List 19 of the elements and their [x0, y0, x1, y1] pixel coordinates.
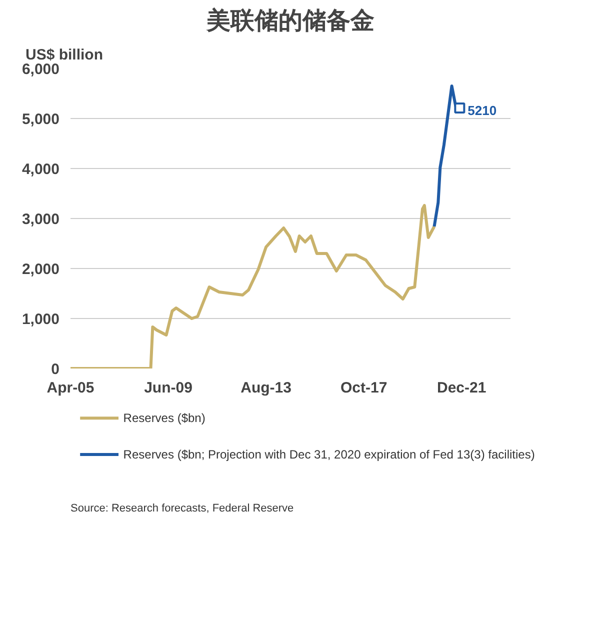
- y-tick-label: 6,000: [22, 61, 60, 78]
- annotation: 5210: [468, 103, 497, 118]
- x-tick-label: Oct-17: [340, 380, 388, 396]
- y-tick-label: 3,000: [22, 211, 60, 228]
- x-tick-label: Aug-13: [240, 380, 292, 396]
- x-tick-label: Dec-21: [437, 380, 486, 396]
- y-tick-label: 5,000: [22, 111, 60, 128]
- y-tick-label: 2,000: [22, 261, 60, 278]
- legend-label: Reserves ($bn): [123, 411, 206, 426]
- y-axis-title: US$ billion: [26, 46, 104, 64]
- y-tick-label: 0: [51, 361, 60, 378]
- source-note: Source: Research forecasts, Federal Reserve: [70, 502, 294, 514]
- line-series: [70, 204, 436, 368]
- x-tick-label: Apr-05: [46, 380, 94, 396]
- y-tick-label: 4,000: [22, 161, 60, 178]
- y-tick-label: 1,000: [22, 311, 60, 328]
- legend-label: Reserves ($bn; Projection with Dec 31, 2020 expiration of Fed 13(3) facilities): [123, 448, 535, 462]
- x-tick-label: Jun-09: [144, 380, 192, 396]
- chart-title: 美联储的储备金: [206, 6, 374, 34]
